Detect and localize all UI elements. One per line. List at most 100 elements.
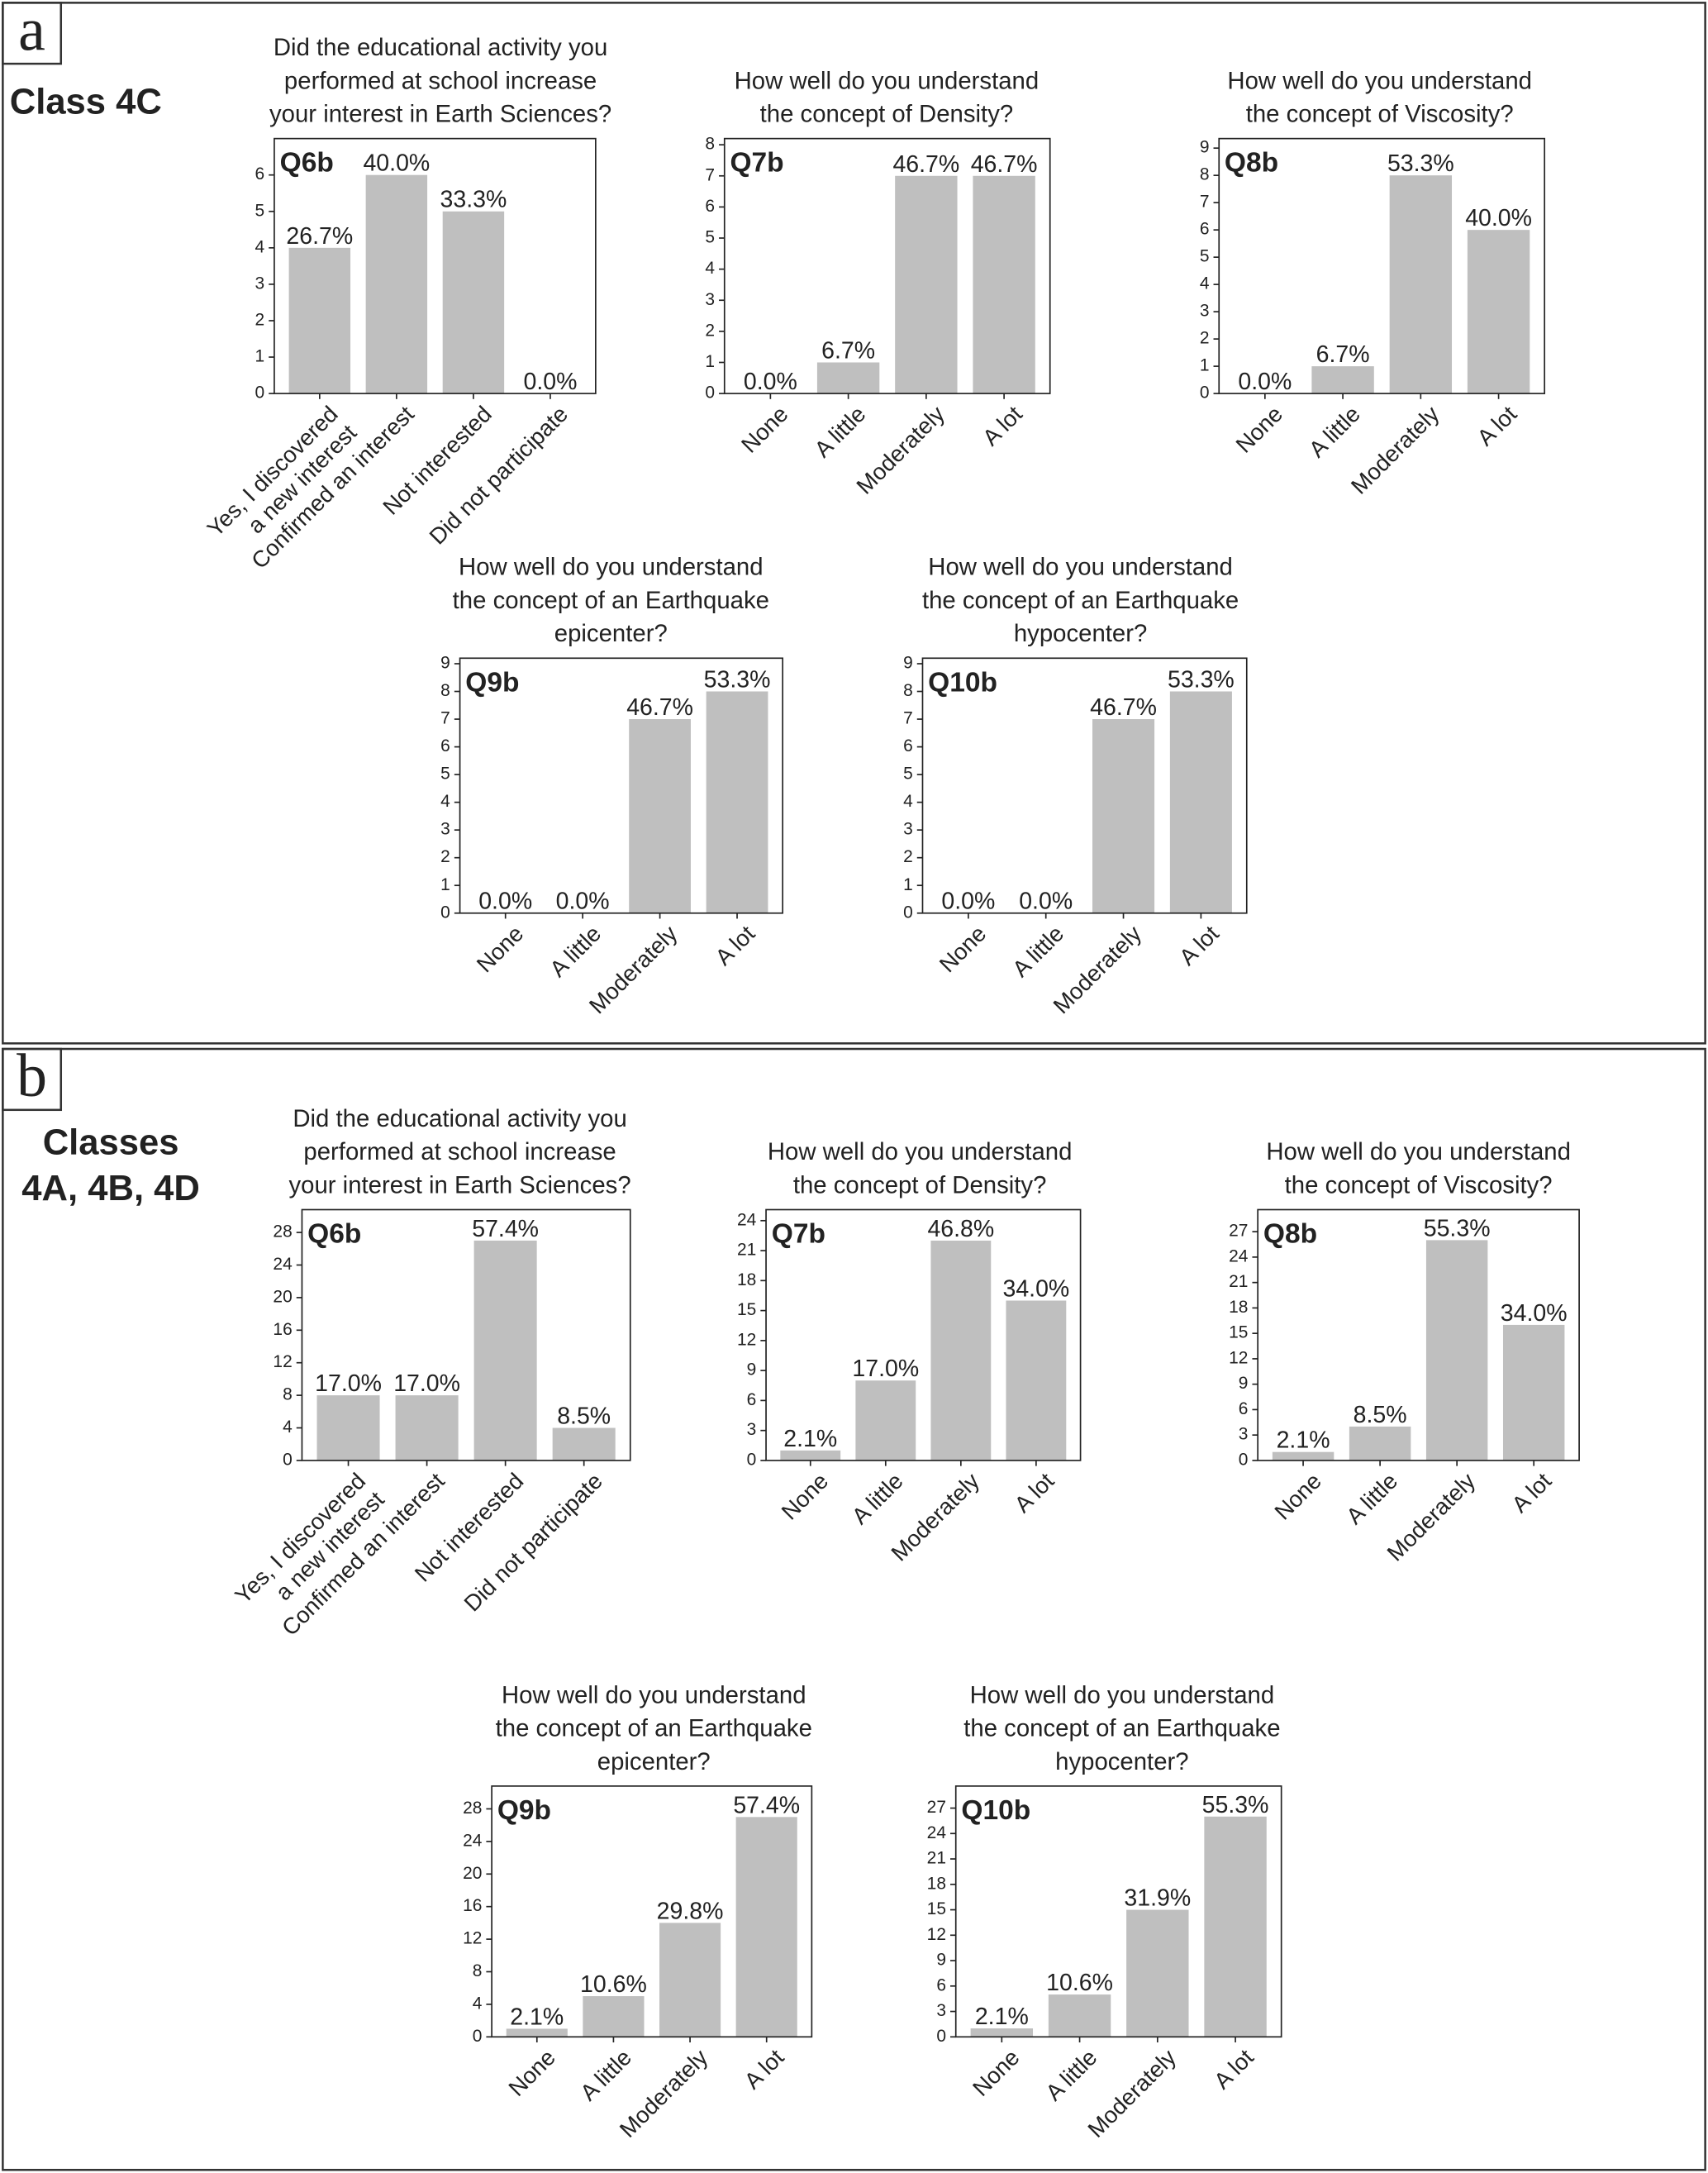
y-tick-label: 15 <box>737 1300 756 1319</box>
y-tick-label: 0 <box>747 1450 757 1469</box>
y-tick-label: 0 <box>936 2027 946 2046</box>
axes-frame <box>1257 1208 1580 1461</box>
y-tick-label: 6 <box>1200 220 1210 239</box>
bar-label: 55.3% <box>1202 1792 1269 1818</box>
bar <box>659 1923 721 2037</box>
y-tick-label: 1 <box>440 875 450 894</box>
bar-label: 53.3% <box>1387 150 1454 177</box>
axes-frame <box>491 1785 813 2038</box>
axes-frame <box>954 1785 1282 2038</box>
bar <box>735 1817 797 2037</box>
y-tick-label: 3 <box>1200 302 1210 321</box>
y-tick-label: 3 <box>1239 1425 1249 1444</box>
y-tick-label: 4 <box>705 259 715 278</box>
y-tick-label: 2 <box>903 847 913 866</box>
y-tick-label: 18 <box>1229 1298 1248 1317</box>
question-label: Q6b <box>307 1218 361 1249</box>
bar <box>1389 175 1453 394</box>
question-label: Q10b <box>961 1795 1030 1826</box>
bar-label: 2.1% <box>975 2004 1029 2030</box>
y-tick-label: 18 <box>927 1874 946 1893</box>
bar <box>552 1427 616 1461</box>
chart-title: How well do you understand the concept o… <box>767 1137 1073 1199</box>
y-tick-label: 7 <box>440 709 450 728</box>
y-tick-label: 4 <box>440 792 450 811</box>
question-label: Q9b <box>497 1795 551 1826</box>
axes-frame <box>723 137 1051 394</box>
y-tick-label: 24 <box>927 1823 947 1842</box>
bar-label: 0.0% <box>1019 889 1073 915</box>
axes-frame <box>274 137 597 394</box>
y-tick-label: 4 <box>903 792 913 811</box>
y-tick-label: 21 <box>737 1241 756 1260</box>
y-tick-label: 9 <box>1239 1374 1249 1393</box>
y-tick-label: 6 <box>747 1390 757 1409</box>
bar <box>442 211 505 394</box>
bar <box>395 1395 459 1461</box>
bar <box>473 1240 537 1461</box>
y-tick-label: 12 <box>273 1352 292 1371</box>
bar-label: 10.6% <box>1046 1970 1113 1996</box>
panel-letter-box <box>2 1047 63 1112</box>
y-tick-label: 15 <box>1229 1323 1248 1342</box>
bar-label: 2.1% <box>783 1426 837 1452</box>
bar-label: 57.4% <box>733 1792 800 1818</box>
y-tick-label: 16 <box>463 1896 482 1915</box>
bar-label: 6.7% <box>1316 341 1370 368</box>
y-tick-label: 8 <box>903 681 913 700</box>
chart-title: How well do you understand the concept o… <box>452 552 769 647</box>
bar <box>1425 1240 1488 1461</box>
y-tick-label: 15 <box>927 1899 946 1918</box>
y-tick-label: 27 <box>927 1798 946 1817</box>
bar-label: 0.0% <box>1238 369 1292 395</box>
y-tick-label: 1 <box>255 347 265 366</box>
bar-label: 2.1% <box>1277 1427 1330 1454</box>
bar <box>855 1380 916 1461</box>
bar <box>1006 1300 1067 1461</box>
bar-label: 46.7% <box>892 151 959 178</box>
y-tick-label: 4 <box>283 1418 293 1437</box>
y-tick-label: 12 <box>737 1330 756 1349</box>
y-tick-label: 9 <box>747 1361 757 1380</box>
y-tick-label: 3 <box>936 2001 946 2020</box>
y-tick-label: 0 <box>1239 1450 1249 1469</box>
axes-frame <box>765 1208 1082 1461</box>
bar-label: 6.7% <box>821 337 875 364</box>
axes-frame <box>1218 137 1546 394</box>
bar <box>930 1240 992 1461</box>
y-tick-label: 12 <box>463 1929 482 1948</box>
y-tick-label: 0 <box>473 2027 483 2046</box>
bar-label: 46.8% <box>927 1216 994 1242</box>
y-tick-label: 4 <box>255 237 265 256</box>
bar-label: 40.0% <box>1465 205 1532 231</box>
chart-title: How well do you understand the concept o… <box>734 66 1040 128</box>
bar <box>1204 1816 1267 2037</box>
bar <box>506 2028 568 2037</box>
bar-label: 0.0% <box>556 889 610 915</box>
chart-title: Did the educational activity you perform… <box>269 33 612 128</box>
y-tick-label: 1 <box>705 352 715 371</box>
y-tick-label: 8 <box>440 681 450 700</box>
bar-label: 8.5% <box>557 1403 611 1429</box>
bar-label: 46.7% <box>626 694 693 721</box>
y-tick-label: 1 <box>903 875 913 894</box>
bar <box>816 362 880 394</box>
y-tick-label: 20 <box>463 1864 482 1883</box>
bar-label: 40.0% <box>363 150 430 177</box>
question-label: Q9b <box>465 667 519 698</box>
bar <box>1126 1909 1189 2037</box>
y-tick-label: 0 <box>440 903 450 922</box>
bar <box>895 175 958 394</box>
bar-label: 0.0% <box>523 369 577 395</box>
y-tick-label: 2 <box>705 321 715 340</box>
y-tick-label: 3 <box>705 290 715 309</box>
y-tick-label: 5 <box>705 228 715 247</box>
y-tick-label: 2 <box>440 847 450 866</box>
bar <box>780 1450 841 1461</box>
bar <box>1467 230 1530 394</box>
y-tick-label: 28 <box>273 1222 292 1241</box>
panel-frame <box>2 1047 1706 2171</box>
y-tick-label: 24 <box>273 1255 293 1274</box>
